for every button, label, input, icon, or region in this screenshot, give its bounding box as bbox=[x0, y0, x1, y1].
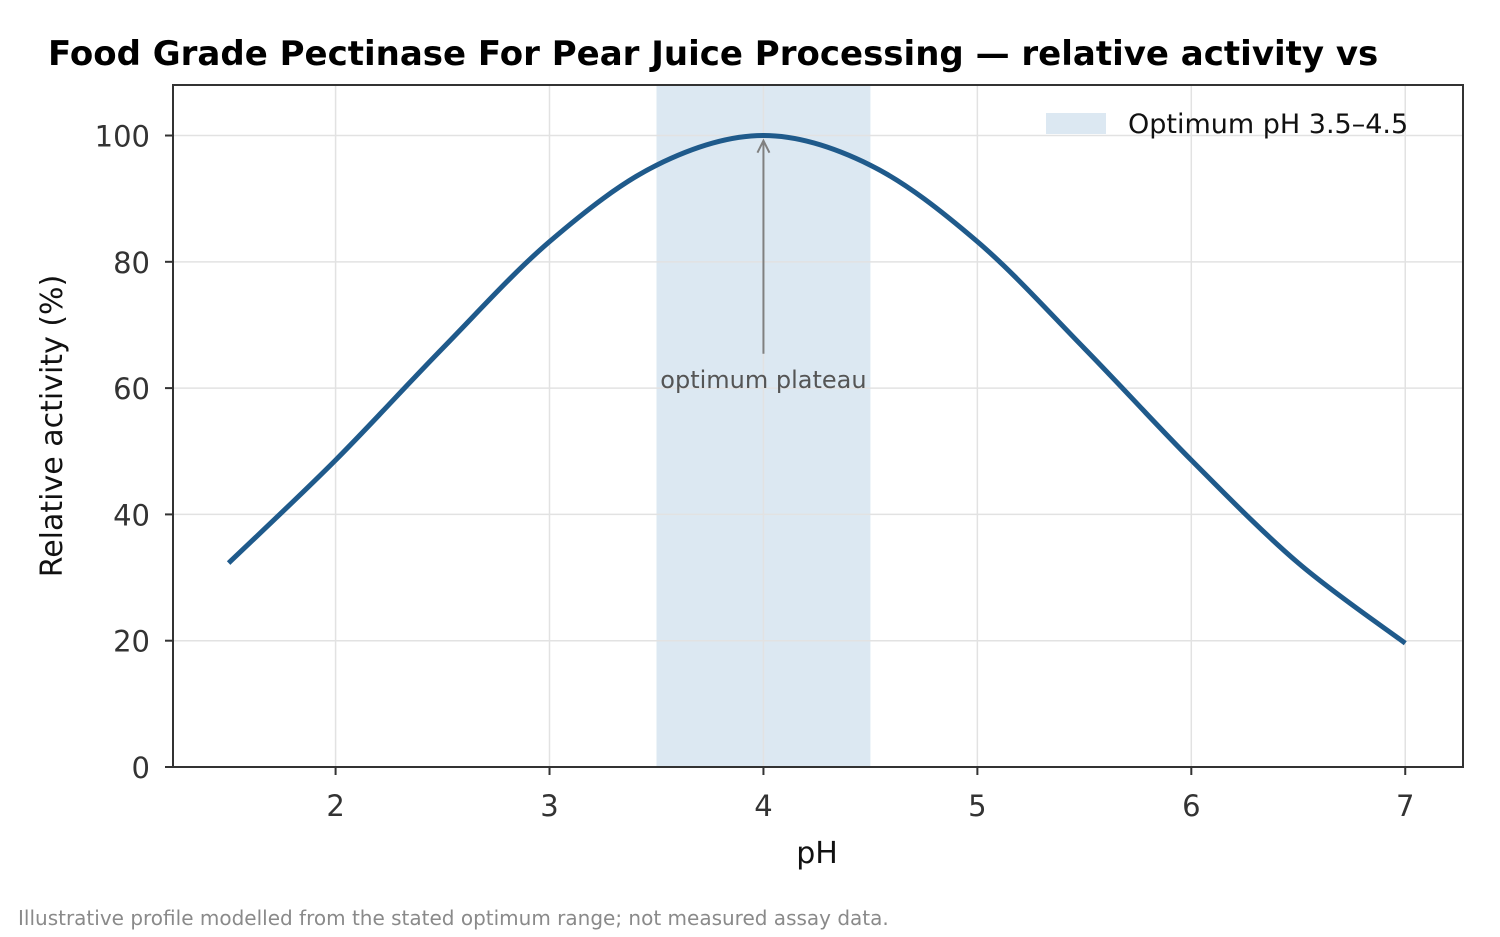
plot-frame bbox=[172, 84, 1464, 768]
y-tick-label: 60 bbox=[113, 372, 150, 406]
legend-label: Optimum pH 3.5–4.5 bbox=[1128, 109, 1408, 140]
y-tick-label: 40 bbox=[113, 498, 150, 532]
y-tick-label: 0 bbox=[132, 751, 150, 785]
x-tick-label: 6 bbox=[1182, 789, 1200, 823]
footnote: Illustrative profile modelled from the s… bbox=[18, 906, 889, 930]
y-tick-label: 20 bbox=[113, 625, 150, 659]
legend-swatch bbox=[1046, 113, 1106, 134]
plot-area: optimum plateau bbox=[172, 84, 1464, 768]
x-tick-label: 7 bbox=[1396, 789, 1414, 823]
annotation-layer: optimum plateau bbox=[660, 138, 867, 394]
y-tick-label: 80 bbox=[113, 246, 150, 280]
y-tick-label: 100 bbox=[95, 120, 150, 154]
series-layer bbox=[226, 133, 1407, 646]
tick-layer: 2 3 4 5 6 7 0 20 40 60 80 100 bbox=[95, 120, 1415, 823]
activity-curve bbox=[226, 133, 1407, 646]
y-axis-label: Relative activity (%) bbox=[35, 275, 70, 578]
annotation-label: optimum plateau bbox=[660, 366, 866, 394]
x-tick-label: 2 bbox=[326, 789, 344, 823]
x-tick-label: 3 bbox=[540, 789, 558, 823]
annotation-arrowhead bbox=[756, 138, 771, 154]
x-axis-label: pH bbox=[796, 836, 838, 871]
chart-title: Food Grade Pectinase For Pear Juice Proc… bbox=[48, 34, 1378, 74]
x-tick-label: 5 bbox=[968, 789, 986, 823]
x-tick-label: 4 bbox=[754, 789, 772, 823]
legend: Optimum pH 3.5–4.5 bbox=[1046, 109, 1408, 140]
